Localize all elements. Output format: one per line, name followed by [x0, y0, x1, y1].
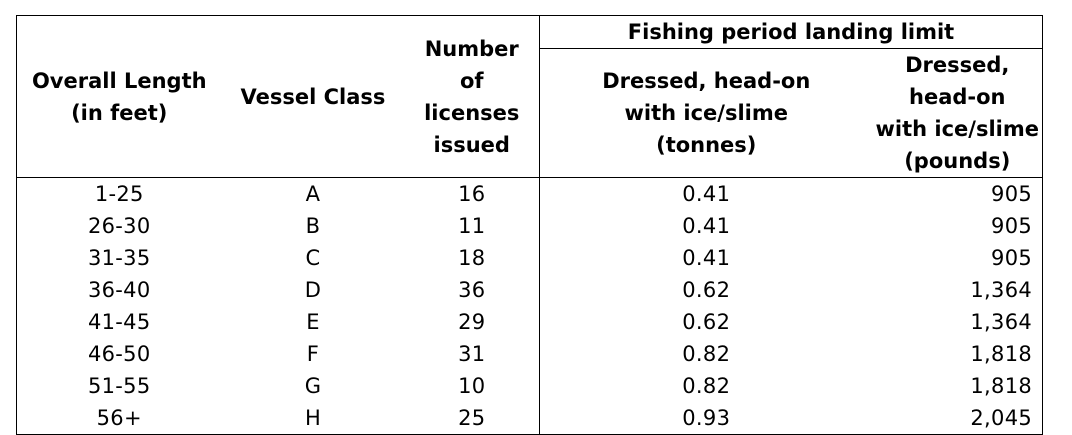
header-line: issued	[433, 132, 510, 157]
cell-overall-length: 1-25	[16, 177, 222, 210]
cell-pounds: 905	[872, 210, 1044, 242]
table-row: 46-50 F 31 0.82 1,818	[16, 338, 1044, 370]
header-line: Dressed, head-on	[602, 69, 811, 93]
cell-pounds: 1,364	[872, 274, 1044, 306]
header-pounds: Dressed, head-on with ice/slime (pounds)	[872, 48, 1044, 178]
cell-pounds: 1,818	[872, 370, 1044, 402]
table-row: 26-30 B 11 0.41 905	[16, 210, 1044, 242]
cell-licenses: 29	[404, 306, 540, 338]
landing-limit-table: Overall Length (in feet) Vessel Class Nu…	[16, 15, 1044, 435]
cell-tonnes: 0.82	[682, 374, 731, 398]
header-landing-limit-group: Fishing period landing limit	[539, 15, 1044, 49]
header-line: of	[459, 68, 484, 93]
table-header: Overall Length (in feet) Vessel Class Nu…	[16, 15, 1044, 178]
cell-tonnes: 0.82	[682, 342, 731, 366]
cell-licenses: 25	[404, 402, 540, 435]
cell-licenses: 31	[404, 338, 540, 370]
cell-overall-length: 31-35	[16, 242, 222, 274]
cell-overall-length: 36-40	[16, 274, 222, 306]
header-line: Overall Length	[31, 68, 207, 93]
cell-vessel-class: F	[306, 342, 320, 366]
cell-tonnes: 0.93	[539, 402, 873, 435]
cell-pounds: 2,045	[872, 402, 1044, 435]
header-line: (tonnes)	[656, 133, 757, 157]
cell-pounds: 905	[872, 242, 1044, 274]
cell-vessel-class: E	[306, 310, 320, 334]
cell-licenses: 18	[404, 242, 540, 274]
cell-overall-length: 26-30	[16, 210, 222, 242]
cell-tonnes: 0.41	[682, 182, 731, 206]
header-line: licenses	[424, 100, 520, 125]
table-row: 36-40 D 36 0.62 1,364	[16, 274, 1044, 306]
cell-vessel-class: D	[304, 278, 322, 302]
header-overall-length: Overall Length (in feet)	[16, 15, 222, 178]
table-row: 41-45 E 29 0.62 1,364	[16, 306, 1044, 338]
cell-tonnes: 0.41	[682, 246, 731, 270]
cell-vessel-class: A	[305, 182, 321, 206]
cell-tonnes: 0.62	[682, 278, 731, 302]
cell-vessel-class: G	[304, 374, 322, 398]
header-tonnes: Dressed, head-on with ice/slime (tonnes)	[539, 48, 873, 178]
cell-vessel-class: H	[221, 402, 405, 435]
header-line: Vessel Class	[240, 84, 386, 109]
cell-overall-length: 41-45	[16, 306, 222, 338]
cell-overall-length: 46-50	[16, 338, 222, 370]
table-row: 1-25 A 16 0.41 905	[16, 177, 1044, 210]
header-line: with ice/slime	[624, 101, 788, 125]
header-licenses-issued: Number of licenses issued	[404, 15, 540, 178]
header-line: Number	[424, 36, 519, 61]
cell-overall-length: 51-55	[16, 370, 222, 402]
cell-licenses: 16	[404, 177, 540, 210]
cell-vessel-class: B	[305, 214, 321, 238]
header-line: Dressed, head-on	[905, 53, 1010, 109]
cell-pounds: 1,364	[872, 306, 1044, 338]
table-row: 31-35 C 18 0.41 905	[16, 242, 1044, 274]
cell-licenses: 10	[404, 370, 540, 402]
cell-overall-length: 56+	[16, 402, 222, 435]
cell-tonnes: 0.62	[682, 310, 731, 334]
cell-tonnes: 0.41	[682, 214, 731, 238]
cell-vessel-class: C	[305, 246, 321, 270]
header-vessel-class: Vessel Class	[221, 15, 405, 178]
header-line: (pounds)	[904, 149, 1011, 173]
table-body: 1-25 A 16 0.41 905 26-30 B 11 0.41 905 3…	[16, 177, 1044, 435]
header-line: with ice/slime	[875, 117, 1039, 141]
header-line: (in feet)	[71, 100, 168, 125]
cell-licenses: 11	[404, 210, 540, 242]
cell-pounds: 905	[872, 177, 1044, 210]
cell-licenses: 36	[404, 274, 540, 306]
table-row: 56+ H 25 0.93 2,045	[16, 402, 1044, 435]
table-row: 51-55 G 10 0.82 1,818	[16, 370, 1044, 402]
cell-pounds: 1,818	[872, 338, 1044, 370]
